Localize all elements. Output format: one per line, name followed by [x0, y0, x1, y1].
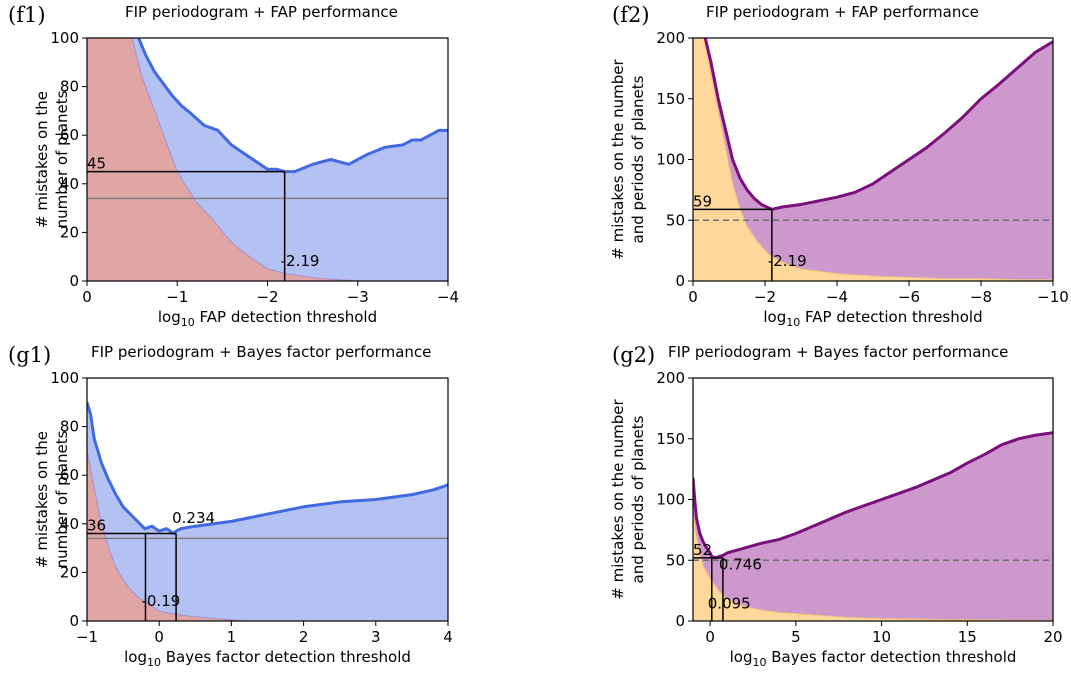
- y-tick-label: 0: [675, 272, 685, 290]
- total-line: [693, 431, 1053, 560]
- x-tick-label: 1: [227, 628, 237, 646]
- x-tick-label: −1: [76, 628, 98, 646]
- x-tick-label: −6: [898, 288, 920, 306]
- x-tick-label: −2: [754, 288, 776, 306]
- annotation-label: -2.19: [768, 252, 807, 270]
- component-area: [87, 38, 448, 281]
- annotation-label: 0.746: [719, 555, 762, 573]
- x-tick-label: −4: [437, 288, 459, 306]
- axes-frame: [86, 377, 449, 622]
- component-area: [87, 450, 448, 621]
- y-tick-label: 0: [69, 612, 79, 630]
- x-tick-label: 5: [791, 628, 801, 646]
- y-tick-label: 50: [666, 211, 685, 229]
- component-line: [702, 38, 1053, 281]
- y-tick-label: 60: [60, 466, 79, 484]
- component-line: [693, 511, 1053, 621]
- chart-title: FIP periodogram + FAP performance: [125, 3, 398, 21]
- y-tick-label: 80: [60, 418, 79, 436]
- annotation-label: -2.19: [281, 252, 320, 270]
- x-tick-label: 15: [958, 628, 977, 646]
- y-tick-label: 40: [60, 175, 79, 193]
- y-tick-label: 0: [69, 272, 79, 290]
- y-axis-label: # mistakes on the number: [609, 59, 627, 260]
- annotation-label: 0.095: [708, 594, 751, 612]
- total-area: [87, 402, 448, 621]
- chart-title: FIP periodogram + Bayes factor performan…: [668, 343, 1008, 361]
- y-tick-label: 150: [656, 90, 685, 108]
- y-tick-label: 150: [656, 430, 685, 448]
- y-axis-label: # mistakes on the: [33, 91, 51, 228]
- y-tick-label: 100: [656, 491, 685, 509]
- x-axis-label: log10 Bayes factor detection threshold: [730, 648, 1017, 669]
- y-axis-label: and periods of planets: [629, 75, 647, 243]
- chart-title: FIP periodogram + Bayes factor performan…: [91, 343, 431, 361]
- y-axis-label: # mistakes on the: [33, 431, 51, 568]
- x-tick-label: 0: [705, 628, 715, 646]
- y-tick-label: 200: [656, 369, 685, 387]
- y-axis-label: # mistakes on the number: [609, 399, 627, 600]
- x-tick-label: 20: [1043, 628, 1062, 646]
- panel-f1: 45 -2.19 0 −1 −2 −3 −4 0 20 40 60 80 100 log10 FAP de…: [8, 3, 459, 329]
- panel-label: (g2): [612, 343, 655, 367]
- x-tick-label: −3: [347, 288, 369, 306]
- x-tick-label: −8: [970, 288, 992, 306]
- y-tick-label: 100: [50, 29, 79, 47]
- panel-f2: 59 -2.19 0 −2 −4 −6 −8 −10 0 50 100 150 200 log10 FAP…: [609, 3, 1069, 329]
- annotation-label: 52: [693, 541, 712, 559]
- x-tick-label: −2: [256, 288, 278, 306]
- annotation-label: -0.19: [141, 592, 180, 610]
- x-tick-label: 0: [154, 628, 164, 646]
- y-tick-label: 100: [656, 151, 685, 169]
- x-tick-label: 0: [688, 288, 698, 306]
- y-tick-label: 60: [60, 126, 79, 144]
- y-tick-label: 50: [666, 551, 685, 569]
- annotation-label: 45: [87, 155, 106, 173]
- y-tick-label: 40: [60, 515, 79, 533]
- y-tick-label: 0: [675, 612, 685, 630]
- x-tick-label: 2: [299, 628, 309, 646]
- component-line: [131, 38, 448, 281]
- total-line: [87, 401, 448, 536]
- x-axis-label: log10 FAP detection threshold: [763, 308, 982, 329]
- y-axis-label: number of planets: [53, 430, 71, 568]
- component-area: [693, 511, 1053, 621]
- y-tick-label: 20: [60, 223, 79, 241]
- annotation-label: 36: [87, 517, 106, 535]
- plot-area: [693, 38, 1053, 281]
- x-tick-label: 3: [371, 628, 381, 646]
- x-axis-label: log10 FAP detection threshold: [158, 308, 377, 329]
- y-tick-label: 100: [50, 369, 79, 387]
- x-tick-label: −10: [1037, 288, 1069, 306]
- plot-area: [87, 38, 448, 281]
- x-tick-label: −1: [166, 288, 188, 306]
- panel-label: (f2): [612, 3, 650, 27]
- y-axis-label: and periods of planets: [629, 415, 647, 583]
- x-tick-label: 0: [82, 288, 92, 306]
- component-area: [693, 38, 1053, 281]
- total-line: [703, 38, 1053, 211]
- panel-label: (f1): [8, 3, 46, 27]
- panel-label: (g1): [8, 343, 51, 367]
- y-tick-label: 200: [656, 29, 685, 47]
- component-line: [87, 450, 448, 621]
- x-tick-label: 4: [443, 628, 453, 646]
- annotation-label: 59: [693, 192, 712, 210]
- x-tick-label: −4: [826, 288, 848, 306]
- x-axis-label: log10 Bayes factor detection threshold: [124, 648, 411, 669]
- y-tick-label: 80: [60, 78, 79, 96]
- x-tick-label: 10: [872, 628, 891, 646]
- y-tick-label: 20: [60, 563, 79, 581]
- y-axis-label: number of planets: [53, 90, 71, 228]
- annotation-label: 0.234: [172, 509, 215, 527]
- total-line: [137, 38, 448, 174]
- total-area: [693, 432, 1053, 621]
- plot-area: [693, 431, 1053, 621]
- plot-area: [87, 401, 448, 621]
- chart-title: FIP periodogram + FAP performance: [706, 3, 979, 21]
